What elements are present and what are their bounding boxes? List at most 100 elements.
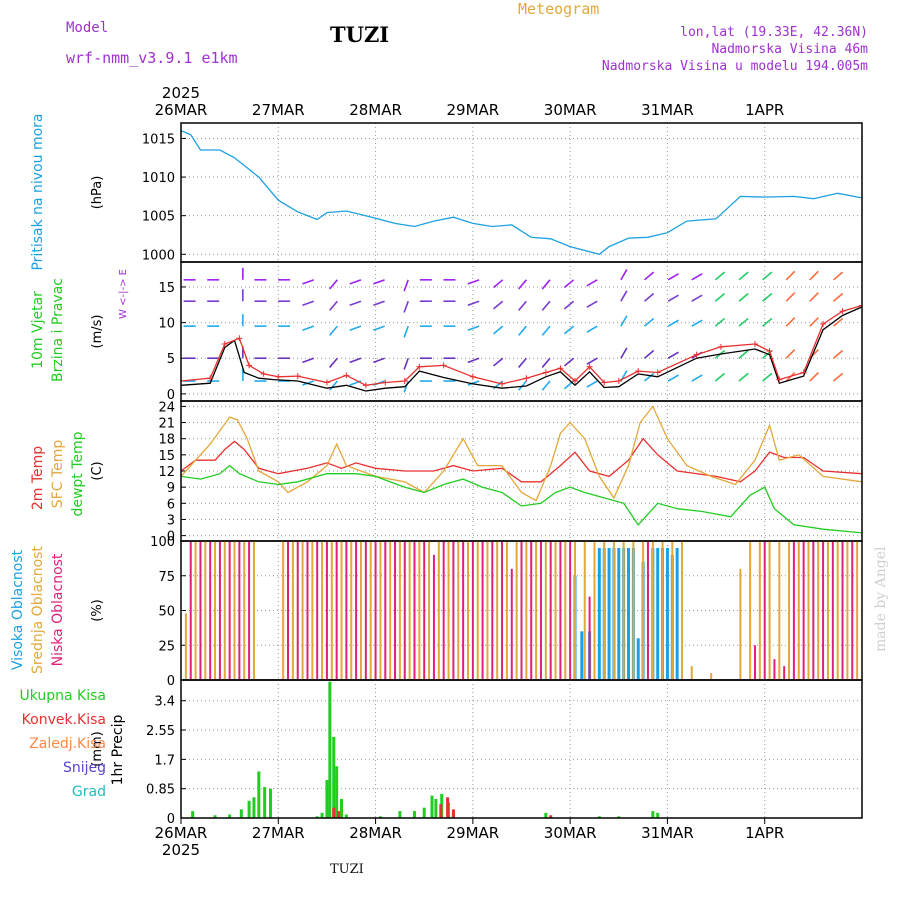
ylabel-high-cloud: Visoka Oblacnost [10, 549, 26, 670]
bar-low_cloud [530, 541, 533, 680]
bar-low_cloud [851, 541, 854, 680]
wind-arrow [832, 292, 844, 302]
y-tick-label: 0 [167, 812, 175, 827]
wind-arrow [785, 270, 796, 281]
gust-marker [635, 368, 642, 375]
unit-label: (C) [90, 461, 105, 480]
bar-high_cloud [675, 547, 679, 680]
bar-conv_precip [337, 811, 341, 818]
bar-high_cloud [597, 547, 601, 680]
ylabel-dewpt: dewpt Temp [70, 431, 86, 516]
bar-conv_precip [439, 804, 443, 818]
wind-arrow [329, 380, 338, 391]
gust-marker [294, 373, 301, 380]
wind-arrow [762, 271, 773, 281]
bar-low_cloud [364, 541, 367, 680]
wind-arrow [403, 300, 409, 313]
wind-arrow [467, 357, 480, 364]
bar-low_cloud [841, 541, 844, 680]
bar-mid_cloud [544, 541, 547, 680]
bar-high_cloud [617, 547, 621, 680]
gust-marker [440, 362, 447, 369]
wind-arrow [518, 357, 527, 368]
wind-arrow [643, 372, 655, 382]
bar-total_precip [191, 811, 195, 818]
wind-arrow [518, 325, 527, 336]
bar-mid_cloud [807, 541, 810, 680]
gust-marker [221, 340, 228, 347]
bar-low_cloud [316, 541, 319, 680]
gust-marker [542, 369, 549, 376]
x-tick-label-top: 31MAR [641, 101, 694, 119]
wind-arrow [643, 271, 655, 281]
bar-low_cloud [209, 541, 212, 680]
bar-mid_cloud [340, 541, 343, 680]
wind-arrow [563, 325, 575, 335]
bar-conv_precip [332, 807, 336, 818]
bar-total_precip [247, 800, 251, 818]
bar-mid_cloud [418, 541, 421, 680]
bar-mid_cloud [583, 541, 586, 680]
bar-mid_cloud [797, 541, 800, 680]
wind-arrow [667, 294, 679, 302]
bar-total_precip [422, 807, 426, 818]
bar-low_cloud [471, 541, 474, 680]
bar-mid_cloud [642, 541, 645, 680]
bar-low_cloud [501, 541, 504, 680]
gust-marker [343, 372, 350, 379]
wind-arrow [586, 300, 598, 308]
bar-mid_cloud [788, 541, 791, 680]
bar-mid_cloud [758, 541, 761, 680]
bar-mid_cloud [428, 541, 431, 680]
wind-arrow [403, 279, 409, 292]
wind-arrow [620, 315, 628, 327]
bar-total_precip [412, 811, 416, 818]
gust-marker [260, 370, 267, 377]
wind-arrow [373, 357, 385, 364]
bar-low_cloud [248, 541, 251, 680]
bar-low_cloud [549, 541, 552, 680]
wind-arrow [785, 349, 796, 359]
bar-mid_cloud [768, 541, 771, 680]
ylabel-mid-cloud: Srednja Oblacnost [30, 546, 46, 674]
bar-low_cloud [432, 554, 435, 680]
bar-mid_cloud [554, 541, 557, 680]
wind-arrow [403, 325, 409, 338]
y-tick-label: 1015 [142, 132, 175, 147]
watermark: made by Angel [873, 546, 889, 653]
y-tick-label: 25 [158, 639, 175, 654]
wind-arrow [809, 292, 819, 302]
bar-low_cloud [335, 541, 338, 680]
bar-high_cloud [627, 547, 631, 680]
bar-mid_cloud [603, 541, 606, 680]
gust-marker [236, 335, 243, 342]
bar-mid_cloud [252, 541, 255, 680]
bar-total_precip [434, 799, 438, 818]
bar-mid_cloud [749, 541, 752, 680]
x-tick-label-top: 1APR [745, 101, 784, 119]
bar-mid_cloud [515, 541, 518, 680]
bar-low_cloud [812, 541, 815, 680]
y-tick-label: 10 [158, 317, 175, 332]
bar-low_cloud [394, 541, 397, 680]
y-tick-label: 0 [167, 674, 175, 689]
bar-total_precip [656, 812, 660, 818]
bar-low_cloud [199, 541, 202, 680]
bar-total_precip [430, 795, 434, 818]
wind-arrow [541, 279, 551, 290]
wind-arrow [329, 300, 338, 311]
gust-marker [654, 369, 661, 376]
gust-marker [469, 373, 476, 380]
bar-high_cloud [607, 547, 611, 680]
bar-total_precip [263, 786, 267, 818]
y-tick-label: 6 [167, 497, 175, 512]
bar-mid_cloud [359, 541, 362, 680]
wind-arrow [302, 357, 314, 364]
bar-total_precip [617, 816, 621, 818]
bar-mid_cloud [739, 568, 742, 680]
ylabel-tsfc: SFC Temp [50, 440, 66, 509]
wind-arrow [667, 351, 679, 359]
year-label-bottom: 2025 [162, 841, 200, 859]
bar-high_cloud [636, 638, 640, 680]
station-title: TUZI [330, 22, 390, 47]
